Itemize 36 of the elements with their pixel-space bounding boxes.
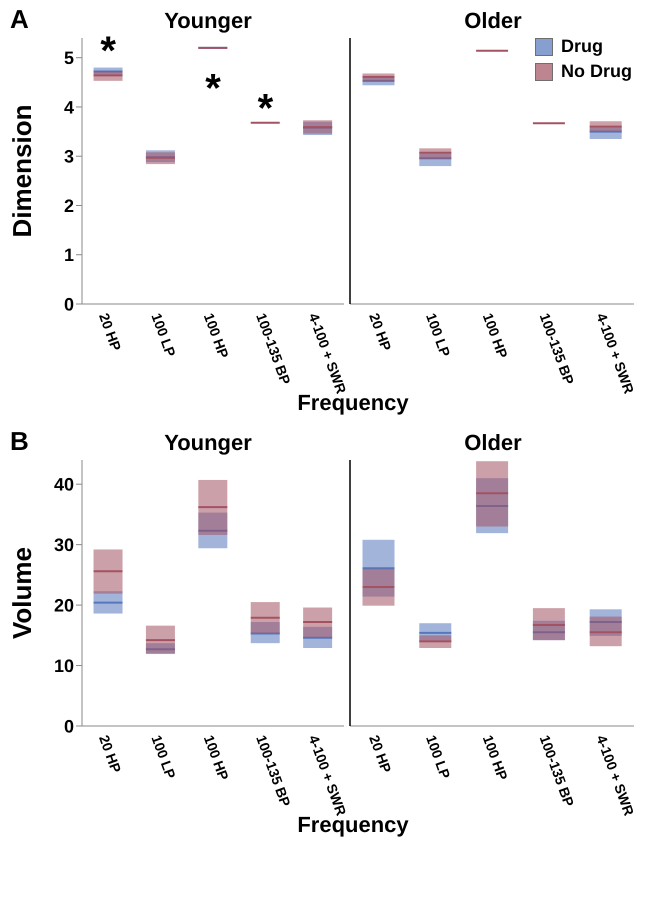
annotation: * [258, 86, 274, 130]
legend-label: No Drug [560, 61, 632, 82]
x-tick-label: 20 HP [366, 732, 395, 775]
x-tick-label: 20 HP [96, 732, 124, 775]
y-tick-label: 3 [64, 146, 74, 167]
x-tick-label: 100 HP [200, 732, 232, 782]
legend-label: Drug [560, 36, 604, 57]
x-tick-label: 100 LP [148, 310, 179, 359]
y-tick-label: 4 [64, 97, 74, 118]
x-tick-label: 100 HP [480, 732, 511, 782]
x-tick-label: 100 LP [148, 732, 179, 781]
chart-title: Younger [164, 430, 252, 455]
y-tick-label: 0 [64, 716, 74, 736]
text: B [10, 426, 29, 457]
chart-title: Older [463, 430, 523, 456]
y-tick-label: 0 [64, 294, 74, 314]
y-tick-label: 40 [54, 474, 74, 495]
annotation: * [205, 66, 222, 110]
x-tick-label: 100 LP [423, 310, 454, 359]
chart-title: Younger [164, 8, 252, 33]
x-tick-label: 100 HP [480, 310, 511, 360]
y-tick-label: 5 [64, 48, 74, 68]
chart-title: Older [463, 8, 523, 34]
y-tick-label: 20 [54, 595, 74, 616]
y-tick-label: 2 [64, 196, 74, 216]
y-axis-title: Volume [7, 547, 38, 639]
x-tick-label: 20 HP [366, 310, 395, 353]
y-tick-label: 30 [54, 535, 74, 556]
annotation: * [100, 29, 116, 74]
x-tick-label: 20 HP [96, 310, 124, 353]
x-tick-label: 100 HP [200, 310, 232, 360]
text: A [10, 4, 29, 35]
x-tick-label: 100 LP [423, 732, 454, 781]
y-tick-label: 10 [54, 656, 74, 676]
y-axis-title: Dimension [7, 104, 38, 238]
y-tick-label: 1 [64, 245, 74, 266]
